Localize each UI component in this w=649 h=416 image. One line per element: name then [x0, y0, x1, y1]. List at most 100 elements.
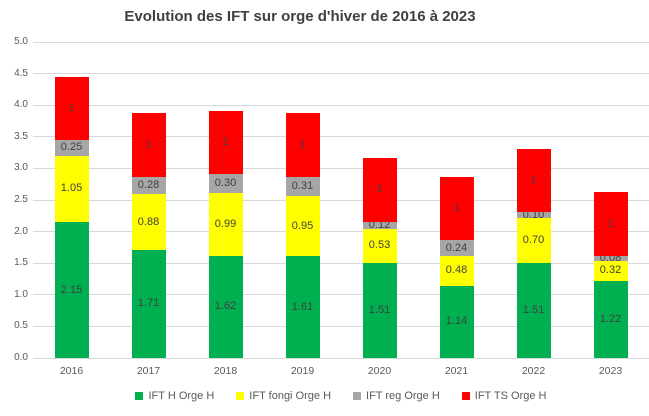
data-label: 1.51	[368, 303, 391, 316]
data-label: 1.51	[522, 303, 545, 316]
bar-2023: 1.22 0.32 0.08 1	[593, 192, 628, 358]
x-axis-tick-label: 2021	[444, 365, 469, 377]
bar-segment[interactable]: 1.51	[516, 262, 551, 358]
bar-2022: 1.51 0.70 0.10 1	[516, 148, 551, 358]
bar-segment[interactable]: 1	[285, 113, 320, 177]
bar-2017: 1.71 0.88 0.28 1	[131, 113, 166, 358]
bar-segment[interactable]: 1	[208, 110, 243, 175]
bar-segment[interactable]: 0.88	[131, 194, 166, 250]
data-label: 1.71	[137, 297, 160, 310]
gridline	[33, 104, 649, 106]
data-label: 1	[607, 217, 614, 230]
bar-segment[interactable]: 0.08	[593, 251, 628, 264]
data-label: 1	[299, 138, 306, 151]
gridline	[33, 167, 649, 169]
data-label: 1	[145, 138, 152, 151]
bar-segment[interactable]: 0.25	[54, 139, 89, 156]
gridline	[33, 231, 649, 233]
bar-segment[interactable]: 1.61	[285, 256, 320, 358]
data-label: 0.31	[291, 179, 314, 192]
bar-2021: 1.14 0.48 0.24 1	[439, 177, 474, 358]
data-label: 1	[453, 202, 460, 215]
bar-segment[interactable]: 1	[54, 76, 89, 140]
bar-segment[interactable]: 1.62	[208, 255, 243, 358]
bar-2020: 1.51 0.53 0.12 1	[362, 158, 397, 358]
bar-segment[interactable]: 1.22	[593, 280, 628, 358]
bar-segment[interactable]: 0.12	[362, 218, 397, 231]
plot-area: 2.15 1.05 0.25 1 1.71 0.88 0.28 1 1.62 0.99 0.30 1 1…	[33, 41, 649, 359]
data-label: 1	[222, 136, 229, 149]
bar-2016: 2.15 1.05 0.25 1	[54, 76, 89, 358]
bar-segment[interactable]: 1	[131, 113, 166, 177]
data-label: 0.95	[291, 219, 314, 232]
bar-segment[interactable]: 0.95	[285, 196, 320, 257]
bar-segment[interactable]: 1	[516, 148, 551, 213]
legend-label: IFT fongi Orge H	[249, 390, 332, 402]
y-axis-tick-label: 2.0	[14, 225, 28, 237]
legend-label: IFT TS Orge H	[474, 390, 547, 402]
legend-swatch-icon	[461, 392, 470, 400]
legend-item[interactable]: IFT fongi Orge H	[236, 390, 331, 402]
bar-segment[interactable]: 2.15	[54, 222, 89, 358]
x-axis-tick-label: 2018	[213, 365, 238, 377]
legend: IFT H Orge H IFT fongi Orge H IFT reg Orge…	[33, 390, 649, 402]
y-axis-tick-label: 3.0	[14, 162, 28, 174]
bar-segment[interactable]: 1.05	[54, 155, 89, 223]
gridline	[33, 73, 649, 75]
bar-segment[interactable]: 1	[362, 158, 397, 222]
bar-segment[interactable]: 1	[439, 177, 474, 241]
data-label: 1	[530, 173, 537, 186]
x-axis-tick-label: 2019	[290, 365, 315, 377]
bar-segment[interactable]: 1.71	[131, 249, 166, 358]
gridline	[33, 294, 649, 296]
data-label: 1	[376, 183, 383, 196]
x-axis-tick-label: 2023	[598, 365, 623, 377]
data-label: 0.08	[599, 251, 622, 264]
gridline	[33, 136, 649, 138]
bar-segment[interactable]: 1	[593, 192, 628, 256]
legend-item[interactable]: IFT reg Orge H	[353, 390, 440, 402]
data-label: 0.30	[214, 177, 237, 190]
data-label: 0.70	[522, 233, 545, 246]
bar-segment[interactable]: 1.14	[439, 285, 474, 358]
legend-swatch-icon	[135, 392, 144, 400]
data-label: 0.10	[522, 208, 545, 221]
bar-segment[interactable]: 0.53	[362, 229, 397, 263]
bar-segment[interactable]: 1.51	[362, 262, 397, 358]
data-label: 0.24	[445, 241, 468, 254]
bar-segment[interactable]: 0.99	[208, 193, 243, 256]
chart-title[interactable]: Evolution des IFT sur orge d'hiver de 20…	[124, 8, 476, 25]
legend-swatch-icon	[353, 392, 362, 400]
x-axis-tick-label: 2022	[521, 365, 546, 377]
y-axis-tick-label: 2.5	[14, 194, 28, 205]
legend-label: IFT reg Orge H	[366, 390, 440, 402]
data-label: 0.88	[137, 215, 160, 228]
data-label: 1.05	[60, 182, 83, 195]
data-label: 0.32	[599, 264, 622, 277]
bar-2018: 1.62 0.99 0.30 1	[208, 110, 243, 358]
legend-item[interactable]: IFT TS Orge H	[461, 390, 547, 402]
bar-segment[interactable]: 0.24	[439, 240, 474, 256]
y-axis-tick-label: 0.0	[14, 352, 28, 363]
data-label: 2.15	[60, 283, 83, 296]
gridline	[33, 262, 649, 264]
gridline	[33, 325, 649, 327]
bar-2019: 1.61 0.95 0.31 1	[285, 113, 320, 358]
y-axis-tick-label: 0.5	[14, 320, 28, 332]
bar-segment[interactable]: 0.28	[131, 176, 166, 195]
bar-segment[interactable]: 0.30	[208, 174, 243, 194]
data-label: 0.53	[368, 239, 391, 252]
bar-segment[interactable]: 0.70	[516, 218, 551, 263]
legend-item[interactable]: IFT H Orge H	[135, 390, 214, 402]
x-axis-tick-label: 2020	[367, 365, 392, 377]
bar-segment[interactable]: 0.32	[593, 260, 628, 281]
bar-segment[interactable]: 0.31	[285, 176, 320, 197]
bar-segment[interactable]: 0.48	[439, 255, 474, 286]
data-label: 1.14	[445, 315, 468, 328]
bar-segment[interactable]: 0.10	[516, 208, 551, 221]
data-label: 1.62	[214, 300, 237, 313]
data-label: 0.12	[368, 218, 391, 231]
y-axis-tick-label: 4.0	[14, 99, 28, 111]
legend-swatch-icon	[236, 392, 245, 400]
